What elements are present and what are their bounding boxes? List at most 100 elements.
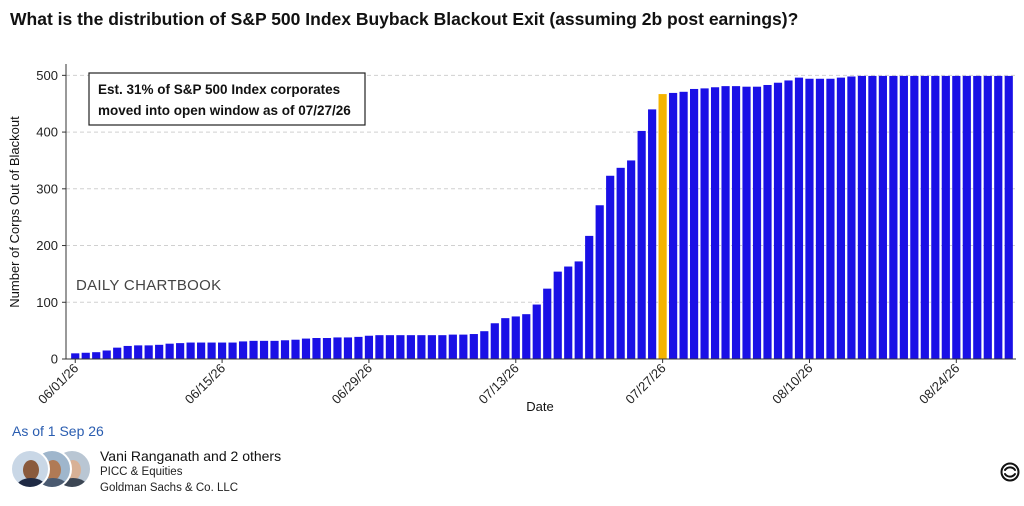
bar <box>595 205 604 359</box>
author-name[interactable]: Vani Ranganath and 2 others <box>100 448 282 464</box>
bar <box>574 261 583 359</box>
bar <box>690 88 699 360</box>
bar <box>637 130 646 359</box>
bar <box>385 335 394 359</box>
bar <box>847 76 856 359</box>
bar <box>228 342 237 359</box>
bar <box>794 77 804 360</box>
bar <box>910 75 919 359</box>
bar <box>784 80 793 359</box>
x-tick-label: 06/29/26 <box>329 361 375 407</box>
bar <box>805 78 814 359</box>
bar <box>731 86 741 360</box>
bar <box>280 340 290 359</box>
bar <box>218 342 227 359</box>
annotation-line-1: Est. 31% of S&P 500 Index corporates <box>98 82 340 97</box>
bar <box>920 75 929 359</box>
author-team: PICC & Equities <box>100 466 183 478</box>
y-tick-label: 500 <box>36 68 58 83</box>
y-axis-ticks: 0 100 200 300 400 500 <box>36 68 66 367</box>
bar <box>1004 75 1013 359</box>
bar <box>868 75 877 359</box>
bar <box>773 82 783 359</box>
bar <box>448 334 457 359</box>
bar <box>983 75 992 359</box>
bar <box>857 75 866 359</box>
bars <box>71 75 1013 360</box>
bar <box>270 340 279 359</box>
x-tick-label: 07/27/26 <box>622 361 668 407</box>
bar <box>102 350 111 359</box>
bar <box>962 75 971 359</box>
watermark-text: DAILY CHARTBOOK <box>76 277 221 294</box>
bar <box>878 75 887 359</box>
bar <box>889 75 898 359</box>
bar <box>186 342 195 359</box>
x-tick-label: 06/15/26 <box>182 361 228 407</box>
x-axis-ticks: 06/01/26 06/15/26 06/29/26 07/13/26 07/27/26… <box>35 359 962 407</box>
bar <box>113 347 122 359</box>
bar <box>826 78 835 359</box>
bar <box>165 343 174 359</box>
bar <box>364 335 374 359</box>
bar <box>627 160 636 359</box>
y-axis-title: Number of Corps Out of Blackout <box>7 116 22 308</box>
bar <box>155 344 164 359</box>
bar <box>669 92 678 360</box>
author-avatars[interactable] <box>10 449 94 493</box>
y-tick-label: 200 <box>36 238 58 253</box>
chart-title: What is the distribution of S&P 500 Inde… <box>10 9 799 29</box>
bar <box>742 86 751 359</box>
bar <box>763 84 772 360</box>
bar <box>952 75 961 359</box>
bar <box>511 316 520 359</box>
gs-swirl-icon[interactable] <box>1000 462 1020 482</box>
bar <box>259 340 269 359</box>
bar <box>197 342 206 359</box>
annotation-line-2: moved into open window as of 07/27/26 <box>98 103 351 118</box>
as-of-date: As of 1 Sep 26 <box>12 423 104 439</box>
bar <box>815 78 825 359</box>
bar <box>700 88 709 359</box>
bar <box>301 338 311 359</box>
x-tick-label: 07/13/26 <box>476 361 522 407</box>
bar <box>480 331 489 359</box>
bar <box>312 338 321 359</box>
bar <box>134 345 143 359</box>
annotation-box: Est. 31% of S&P 500 Index corporates mov… <box>88 72 366 126</box>
bar <box>322 338 332 359</box>
avatar <box>10 449 50 489</box>
x-tick-label: 06/01/26 <box>35 361 81 407</box>
bar <box>585 235 594 359</box>
bar <box>375 335 384 359</box>
bar <box>81 352 90 359</box>
bar <box>616 167 625 359</box>
bar <box>427 335 436 359</box>
bar <box>532 304 541 359</box>
bar <box>564 266 573 359</box>
x-tick-label: 08/10/26 <box>769 361 815 407</box>
bar <box>71 353 80 359</box>
bar <box>92 352 101 359</box>
bar <box>490 323 499 359</box>
bar <box>123 345 132 359</box>
bar-highlight <box>658 94 667 359</box>
x-tick-label: 08/24/26 <box>916 361 962 407</box>
bar <box>343 337 353 359</box>
bar <box>469 334 478 359</box>
bar <box>721 86 730 360</box>
bar <box>543 288 552 359</box>
bar <box>931 75 940 359</box>
bar <box>291 339 300 359</box>
bar <box>606 175 615 359</box>
y-tick-label: 100 <box>36 295 58 310</box>
bar <box>354 336 363 360</box>
bar <box>396 335 405 359</box>
y-tick-label: 400 <box>36 125 58 140</box>
bar <box>899 75 908 359</box>
bar <box>207 342 216 359</box>
bar <box>501 318 510 359</box>
y-tick-label: 300 <box>36 181 58 196</box>
x-axis-title: Date <box>526 399 553 414</box>
bar <box>438 335 447 359</box>
